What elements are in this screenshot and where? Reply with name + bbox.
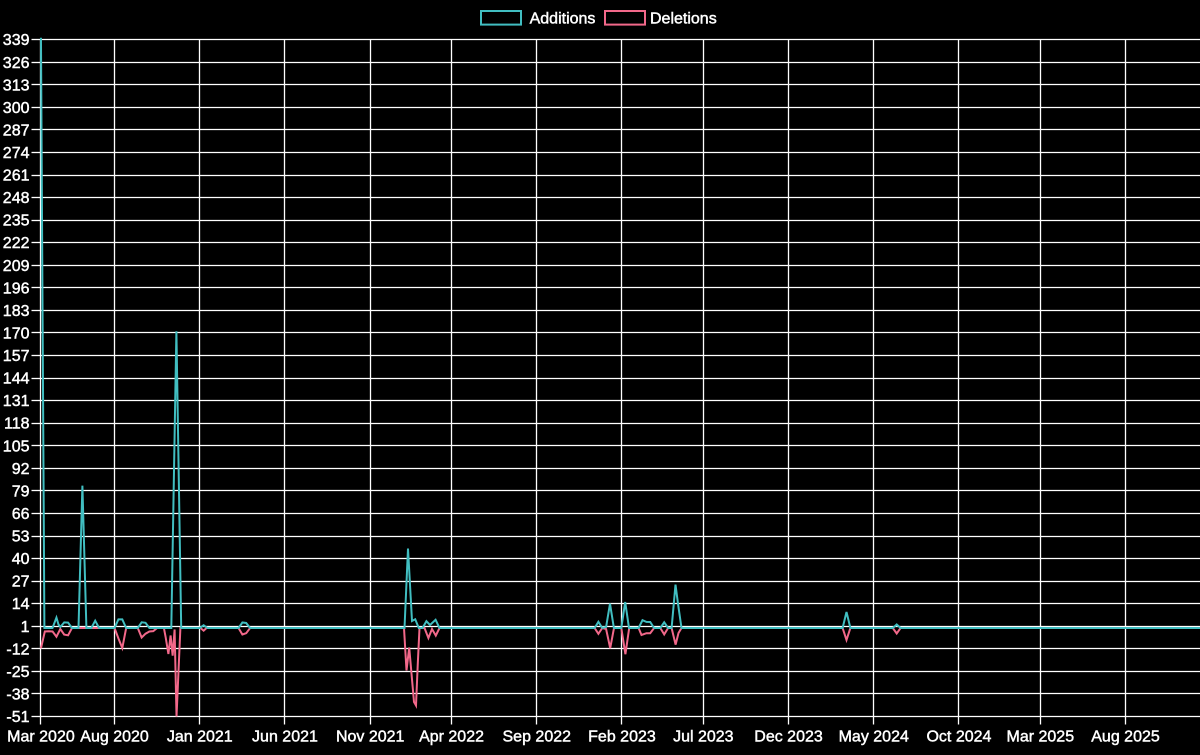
svg-text:183: 183 [3, 303, 30, 320]
svg-text:Mar 2020: Mar 2020 [7, 729, 75, 746]
svg-text:326: 326 [3, 55, 30, 72]
svg-text:Sep 2022: Sep 2022 [503, 729, 572, 746]
svg-text:Nov 2021: Nov 2021 [336, 729, 405, 746]
svg-text:209: 209 [3, 258, 30, 275]
svg-text:105: 105 [3, 438, 30, 455]
svg-text:Apr 2022: Apr 2022 [419, 729, 484, 746]
svg-text:313: 313 [3, 77, 30, 94]
svg-text:1: 1 [21, 619, 30, 636]
svg-text:May 2024: May 2024 [839, 729, 909, 746]
svg-text:Aug 2020: Aug 2020 [80, 729, 149, 746]
svg-text:79: 79 [12, 483, 30, 500]
svg-text:248: 248 [3, 190, 30, 207]
svg-text:196: 196 [3, 280, 30, 297]
svg-text:170: 170 [3, 325, 30, 342]
svg-text:Aug 2025: Aug 2025 [1091, 729, 1160, 746]
svg-text:235: 235 [3, 213, 30, 230]
svg-text:157: 157 [3, 348, 30, 365]
svg-text:Jul 2023: Jul 2023 [673, 729, 734, 746]
svg-text:Jun 2021: Jun 2021 [252, 729, 318, 746]
svg-text:-25: -25 [6, 664, 29, 681]
svg-text:118: 118 [4, 416, 30, 433]
svg-text:Dec 2023: Dec 2023 [754, 729, 823, 746]
svg-text:274: 274 [3, 145, 30, 162]
svg-text:Feb 2023: Feb 2023 [588, 729, 656, 746]
svg-text:339: 339 [3, 32, 30, 49]
svg-text:53: 53 [12, 529, 30, 546]
svg-text:144: 144 [3, 371, 30, 388]
svg-text:Mar 2025: Mar 2025 [1007, 729, 1075, 746]
svg-text:Jan 2021: Jan 2021 [167, 729, 233, 746]
svg-text:222: 222 [3, 235, 30, 252]
svg-text:66: 66 [12, 506, 30, 523]
svg-text:-38: -38 [6, 686, 29, 703]
svg-text:261: 261 [3, 168, 30, 185]
svg-text:-12: -12 [6, 641, 29, 658]
svg-text:27: 27 [12, 574, 30, 591]
svg-text:40: 40 [12, 551, 30, 568]
svg-text:-51: -51 [6, 709, 29, 726]
svg-text:Additions: Additions [530, 11, 596, 28]
svg-text:Deletions: Deletions [650, 11, 717, 28]
svg-text:300: 300 [3, 100, 30, 117]
svg-text:14: 14 [12, 596, 30, 613]
svg-text:92: 92 [12, 461, 30, 478]
svg-text:287: 287 [3, 122, 30, 139]
svg-text:Oct 2024: Oct 2024 [926, 729, 991, 746]
svg-text:131: 131 [3, 393, 30, 410]
